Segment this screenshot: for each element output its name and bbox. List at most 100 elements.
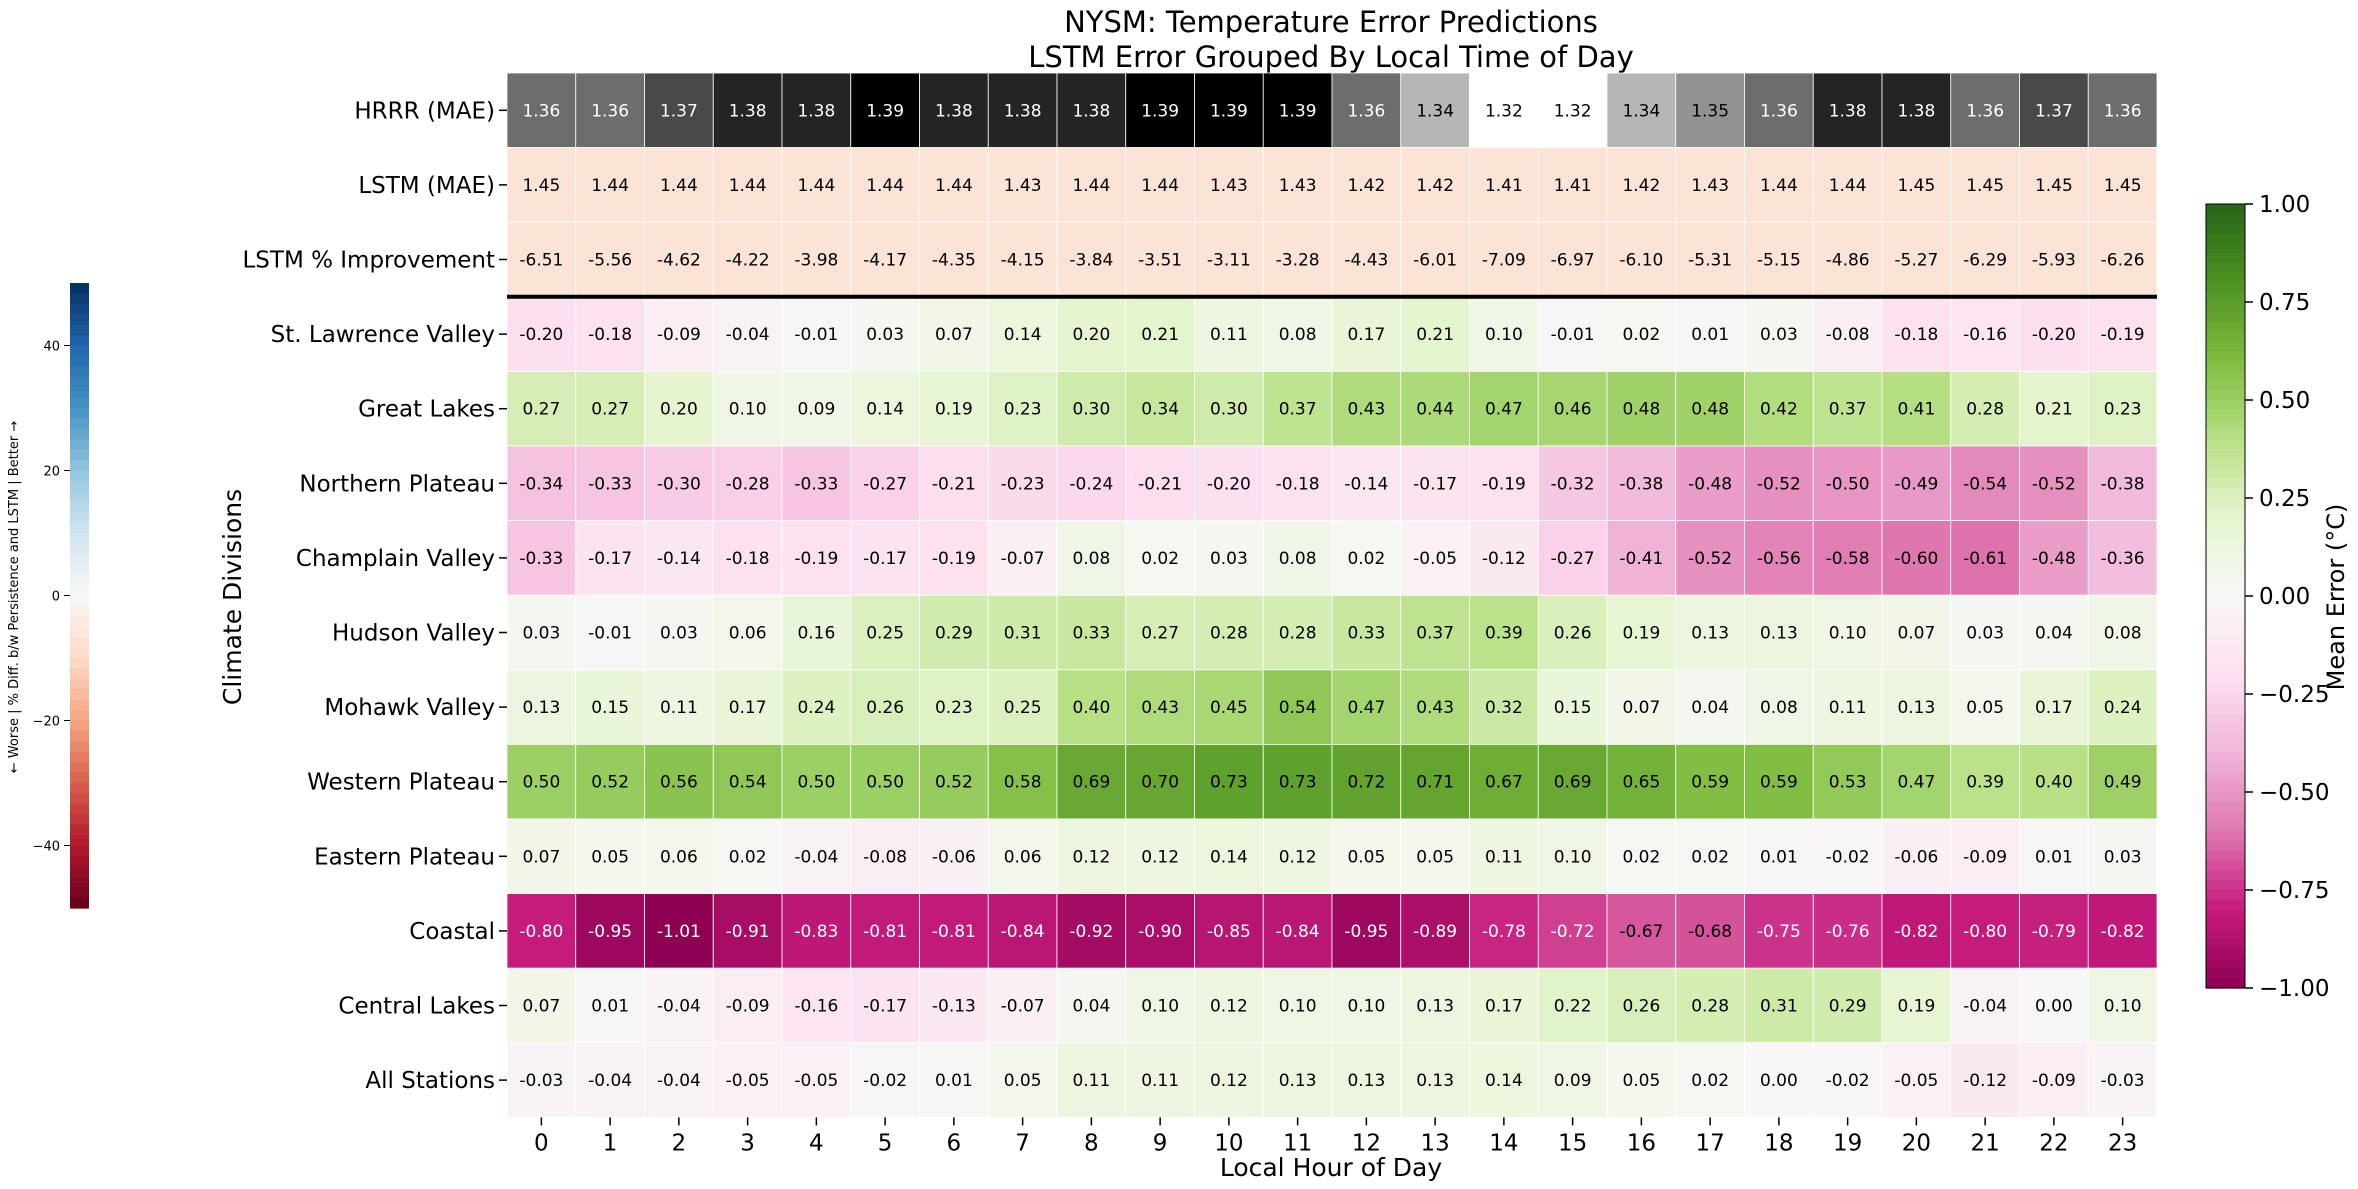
heatmap-cell	[987, 370, 1058, 447]
cell-value-label: -0.58	[1826, 549, 1870, 569]
cell-value-label: 0.59	[1760, 773, 1798, 793]
cell-value-label: 0.40	[2035, 773, 2073, 793]
heatmap-cell	[1469, 594, 1539, 671]
colorbar-segment	[70, 845, 89, 857]
cell-value-label: -0.82	[2101, 922, 2145, 942]
right-colorbar-label: Mean Error (°C)	[2322, 504, 2350, 691]
heatmap-cell	[2087, 744, 2158, 820]
cell-value-label: 1.45	[2035, 176, 2073, 196]
cell-value-label: -3.11	[1207, 251, 1251, 271]
heatmap-cell	[1606, 520, 1677, 596]
row-label: Coastal	[409, 919, 495, 945]
heatmap-cell	[850, 445, 920, 521]
cell-value-label: -0.50	[1826, 474, 1870, 494]
cell-value-label: 0.13	[1416, 997, 1454, 1017]
heatmap-cell	[506, 296, 577, 372]
cell-value-label: 0.49	[2104, 773, 2142, 793]
colorbar-segment	[70, 397, 89, 409]
cell-value-label: 1.38	[1072, 101, 1110, 121]
colorbar-segment	[2206, 909, 2245, 920]
colorbar-segment	[2206, 498, 2245, 509]
colorbar-segment	[2206, 605, 2245, 617]
heatmap-cell	[2087, 520, 2158, 596]
heatmap-cell	[2087, 370, 2158, 447]
cell-value-label: 1.37	[660, 101, 698, 121]
heatmap-cell	[1469, 72, 1539, 148]
cell-value-label: -0.33	[794, 474, 838, 494]
cell-value-label: -0.56	[1757, 549, 1801, 569]
heatmap-cell	[850, 818, 920, 894]
cell-value-label: 0.50	[866, 773, 904, 793]
colorbar-segment	[2206, 899, 2245, 911]
heatmap-cell	[1744, 744, 1814, 820]
cell-value-label: 0.27	[522, 400, 560, 420]
colorbar-segment	[2206, 400, 2245, 411]
heatmap-cell	[575, 520, 645, 596]
heatmap-cell	[1675, 669, 1745, 745]
heatmap-cell	[987, 967, 1058, 1044]
cell-value-label: 0.07	[522, 847, 560, 867]
colorbar-segment	[2206, 850, 2245, 862]
heatmap-cell	[1056, 445, 1127, 521]
heatmap-cell	[712, 147, 783, 223]
heatmap-cell	[919, 669, 989, 745]
cell-value-label: 1.39	[1210, 101, 1248, 121]
colorbar-segment	[2206, 654, 2245, 666]
heatmap-cell	[919, 818, 989, 894]
cell-value-label: -0.18	[1894, 325, 1938, 345]
colorbar-segment	[70, 501, 89, 513]
colorbar-segment	[70, 855, 89, 867]
cell-value-label: 1.32	[1554, 101, 1592, 121]
heatmap-cell	[1950, 221, 2020, 298]
cell-value-label: -0.17	[1413, 474, 1457, 494]
cell-value-label: -0.75	[1757, 922, 1801, 942]
chart-title-line2: LSTM Error Grouped By Local Time of Day	[1028, 40, 1633, 74]
heatmap-cell	[1331, 520, 1402, 596]
cell-value-label: 0.05	[1347, 847, 1385, 867]
heatmap-cell	[644, 445, 714, 521]
heatmap-cell	[1744, 370, 1814, 447]
heatmap-cell	[1400, 594, 1470, 671]
cell-value-label: 1.44	[1072, 176, 1110, 196]
colorbar-segment	[2206, 204, 2245, 215]
heatmap-cell	[1469, 669, 1539, 745]
heatmap-cell	[1262, 147, 1333, 223]
colorbar-segment	[70, 564, 89, 576]
cell-value-label: 0.03	[1966, 624, 2004, 644]
colorbar-segment	[2206, 635, 2245, 646]
mean-error-colorbar: 1.00 0.75 0.50 0.25 0.00 −0.25 −0.50 −0.75 −1.00	[2205, 192, 2329, 1002]
x-tick-label: 19	[1833, 1130, 1862, 1156]
cell-value-label: -0.60	[1894, 549, 1938, 569]
colorbar-segment	[2206, 978, 2245, 989]
heatmap-cell	[1950, 893, 2020, 969]
heatmap-cell	[850, 72, 920, 148]
cell-value-label: -0.07	[1001, 997, 1045, 1017]
heatmap-cell	[575, 1042, 645, 1118]
colorbar-segment	[2206, 331, 2245, 342]
colorbar-segment	[2206, 458, 2245, 470]
cell-value-label: -5.56	[588, 251, 632, 271]
cell-value-label: 0.11	[1485, 847, 1523, 867]
heatmap-cell	[781, 893, 852, 969]
heatmap-cell	[1400, 520, 1470, 596]
colorbar-segment	[70, 303, 89, 315]
cell-value-label: 0.11	[1829, 698, 1867, 718]
heatmap-cell	[1056, 967, 1127, 1044]
cell-value-label: 1.45	[522, 176, 560, 196]
colorbar-segment	[70, 533, 89, 545]
cell-value-label: 0.16	[797, 624, 835, 644]
colorbar-segment	[70, 324, 89, 336]
heatmap-cell	[1331, 669, 1402, 745]
colorbar-segment	[70, 470, 89, 482]
cell-value-label: -0.09	[657, 325, 701, 345]
cell-value-label: -0.67	[1619, 922, 1663, 942]
row-labels: HRRR (MAE) LSTM (MAE) LSTM % Improvement St…	[242, 98, 507, 1094]
cell-value-label: 1.41	[1485, 176, 1523, 196]
heatmap-cell	[781, 520, 852, 596]
cell-value-label: 0.00	[2035, 997, 2073, 1017]
cell-value-label: -0.17	[863, 997, 907, 1017]
cell-value-label: -0.14	[1344, 474, 1388, 494]
heatmap-cell	[919, 520, 989, 596]
row-label: LSTM (MAE)	[358, 173, 495, 199]
cell-value-label: 0.50	[522, 773, 560, 793]
